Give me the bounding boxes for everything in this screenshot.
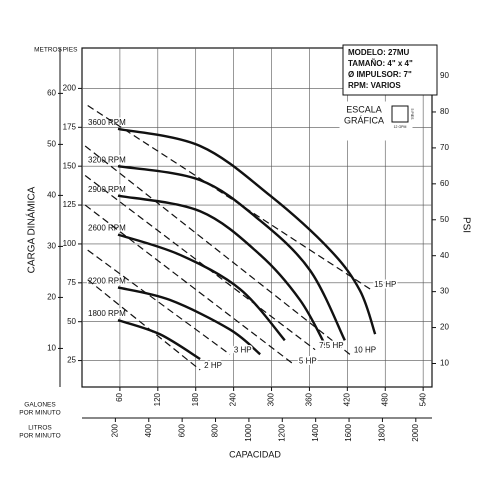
series-label: 3 HP [234,345,252,354]
series-label: 5 HP [299,356,317,365]
y-tick-label: 75 [67,278,76,287]
series-label: 2200 RPM [88,277,126,286]
meters-unit: METROS [34,47,62,54]
info-line: TAMAÑO: 4" x 4" [348,59,413,68]
x-units: GALONES [24,402,56,409]
x-axis-label: CAPACIDAD [229,449,281,459]
series-label: 3200 RPM [88,155,126,164]
y2-tick-label: 30 [440,287,449,296]
series-label: 2 HP [204,361,222,370]
scale-bottom: 12 GPM [394,125,407,129]
y2-tick-label: 60 [440,179,449,188]
y-tick-label: 50 [67,317,76,326]
y-tick-label: 100 [63,239,77,248]
y3-tick-label: 20 [47,293,56,302]
plot: 60 120 180 240 300 360 420 480 540 200 400 600 800 10… [47,48,449,442]
scale-square [391,105,409,123]
y-tick-label: 200 [63,84,77,93]
y2-tick-label: 90 [440,71,449,80]
x2-tick-label: 2000 [411,423,420,441]
info-line: RPM: VARIOS [348,81,401,90]
y3-tick-label: 30 [47,242,56,251]
scale-title: ESCALA [346,104,382,114]
rpm-curve [117,318,201,361]
x2-tick-label: 400 [144,423,153,437]
y3-tick-label: 40 [47,191,56,200]
x2-tick-label: 1600 [344,423,353,441]
rpm-curve [117,164,346,341]
scale-title: GRÁFICA [344,115,384,125]
y3-tick-label: 10 [47,344,56,353]
x-units: POR MINUTO [19,410,60,417]
rpm-curve [117,194,327,346]
x2-tick-label: 1400 [311,423,320,441]
info-box [342,44,438,96]
hp-line [87,105,371,290]
y2-tick-label: 70 [440,143,449,152]
y-axis-label: CARGA DINÁMICA [25,186,38,273]
x-tick-label: 540 [418,392,427,406]
info-line: MODELO: 27MU [348,48,410,57]
y-tick-label: 175 [63,122,77,131]
x2-tick-label: 800 [211,423,220,437]
feet-unit: PIES [63,47,78,54]
x-tick-label: 420 [342,392,351,406]
x-tick-label: 360 [305,392,314,406]
series-label: 15 HP [374,280,396,289]
hp-line [87,249,231,355]
y3-tick-label: 50 [47,140,56,149]
y-tick-label: 150 [63,161,77,170]
x-tick-label: 300 [267,392,276,406]
y-tick-label: 25 [67,356,76,365]
y2-axis-label: PSI [460,217,471,233]
y2-tick-label: 20 [440,323,449,332]
hp-line [84,175,316,351]
series-label: 3600 RPM [88,118,126,127]
x-tick-label: 60 [115,392,124,401]
y-tick-label: 125 [63,200,77,209]
x2-tick-label: 1000 [244,423,253,441]
rpm-curve [117,127,377,335]
y2-tick-label: 10 [440,359,449,368]
y2-tick-label: 50 [440,215,449,224]
scale-side: 5 PIES [410,109,414,121]
y2-tick-label: 80 [440,107,449,116]
rpm-curve [117,233,286,342]
x2-tick-label: 1800 [378,423,387,441]
info-line: Ø IMPULSOR: 7" [348,70,412,79]
series-label: 7.5 HP [319,341,343,350]
rpm-curve [117,286,261,356]
y3-tick-label: 60 [47,89,56,98]
series-label: 2900 RPM [88,185,126,194]
x2-units: LITROS [28,425,52,432]
x-tick-label: 180 [191,392,200,406]
x2-tick-label: 1200 [277,423,286,441]
series-label: 10 HP [354,345,376,354]
x-tick-label: 480 [380,392,389,406]
hp-line [87,279,201,371]
y2-tick-label: 40 [440,251,449,260]
series-label: 2600 RPM [88,224,126,233]
series-label: 1800 RPM [88,309,126,318]
x2-tick-label: 200 [110,423,119,437]
x2-tick-label: 600 [177,423,186,437]
x-tick-label: 240 [229,392,238,406]
x-tick-label: 120 [153,392,162,406]
x2-units: POR MINUTO [19,433,60,440]
hp-line [84,145,351,355]
